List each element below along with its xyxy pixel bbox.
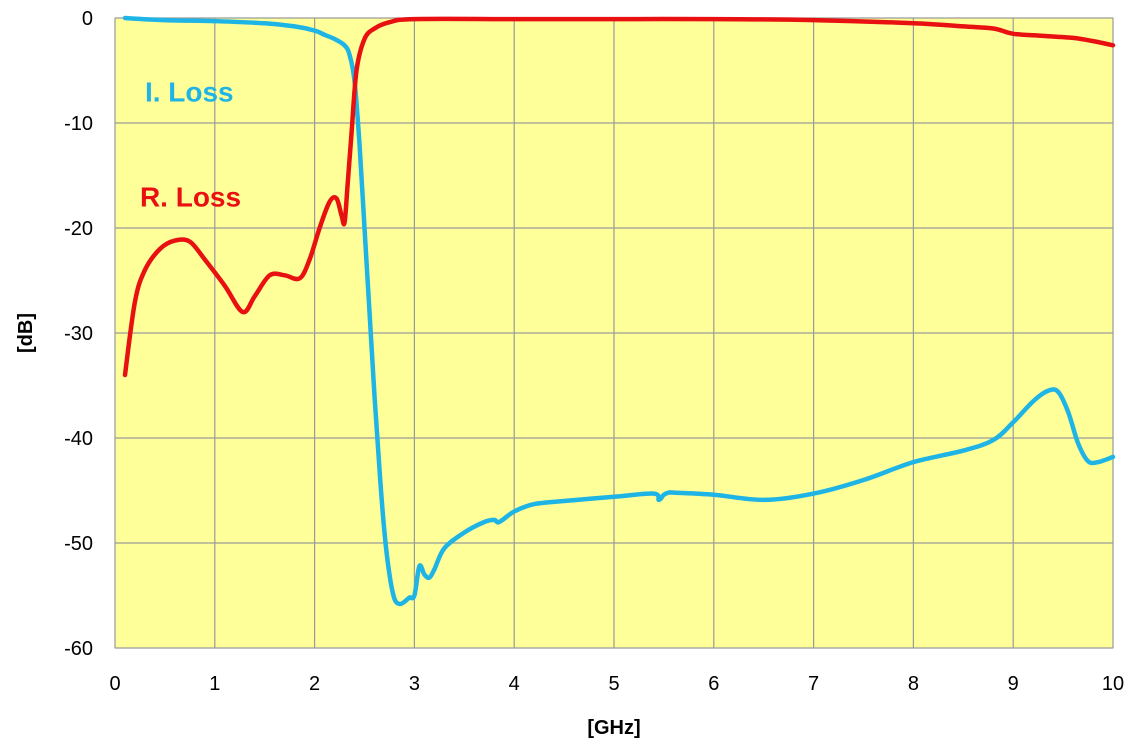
y-tick-label: 0 [82, 8, 93, 30]
x-tick-label: 10 [1102, 673, 1124, 695]
x-tick-label: 9 [1008, 673, 1019, 695]
grid [114, 17, 1114, 649]
tick-labels: 0 1 2 3 4 5 6 7 8 9 10 0 -10 -20 -30 -40 -50 -60 [64, 8, 1124, 695]
y-tick-label: -60 [64, 638, 93, 660]
annotations: I. Loss R. Loss [140, 77, 241, 213]
series-label-annotation: R. Loss [140, 182, 241, 213]
series-line [122, 16, 1116, 378]
y-tick-label: -20 [64, 218, 93, 240]
series-label-annotation: I. Loss [145, 77, 234, 108]
x-tick-label: 3 [409, 673, 420, 695]
x-tick-label: 2 [309, 673, 320, 695]
x-tick-label: 1 [209, 673, 220, 695]
x-tick-label: 7 [808, 673, 819, 695]
y-tick-label: -40 [64, 428, 93, 450]
y-tick-label: -10 [64, 113, 93, 135]
series [122, 15, 1116, 607]
x-tick-label: 4 [509, 673, 520, 695]
x-tick-label: 8 [908, 673, 919, 695]
y-tick-label: -50 [64, 533, 93, 555]
x-tick-label: 0 [109, 673, 120, 695]
x-tick-label: 6 [708, 673, 719, 695]
y-tick-label: -30 [64, 323, 93, 345]
x-tick-label: 5 [608, 673, 619, 695]
series-line [122, 15, 1116, 607]
series-1 [122, 16, 1116, 378]
y-axis-title: [dB] [15, 313, 37, 353]
series-0 [122, 15, 1116, 607]
x-axis-title: [GHz] [587, 717, 640, 739]
